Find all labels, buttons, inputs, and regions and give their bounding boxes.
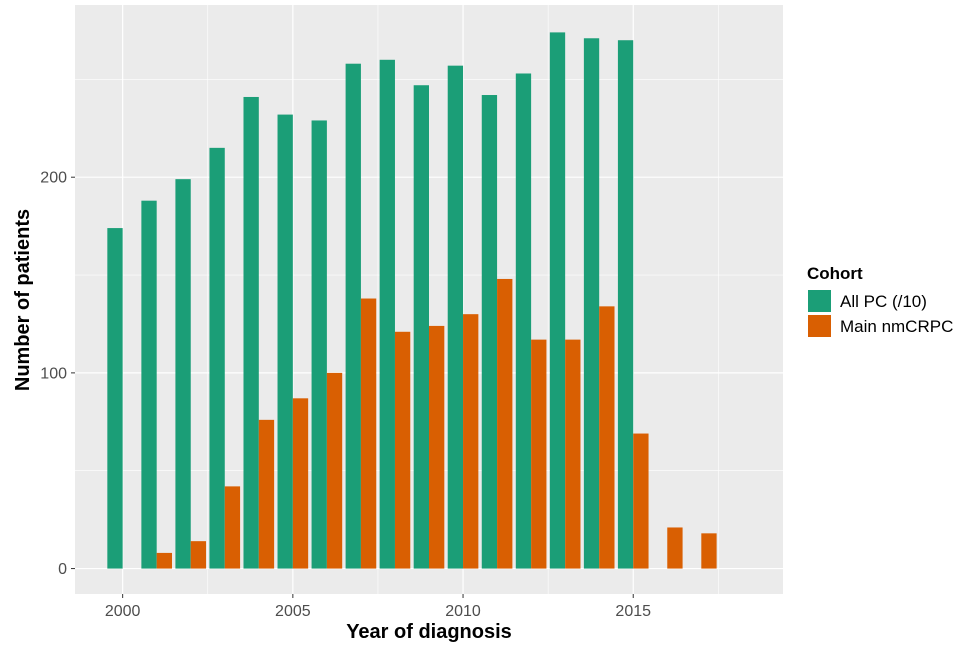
bar-all-pc-2009 bbox=[413, 85, 429, 569]
legend-swatch bbox=[808, 290, 831, 312]
legend: Cohort All PC (/10) Main nmCRPC bbox=[807, 264, 953, 337]
legend-swatch bbox=[808, 315, 831, 337]
bar-all-pc-2012 bbox=[515, 73, 532, 569]
bar-all-pc-2014 bbox=[583, 38, 600, 569]
bar-all-pc-2004 bbox=[243, 96, 259, 569]
x-axis: 2000 2005 2010 2015 bbox=[105, 594, 651, 620]
bar-main-nmcrpc-2001 bbox=[156, 552, 173, 569]
x-tick-label: 2015 bbox=[615, 603, 651, 620]
bar-all-pc-2002 bbox=[175, 179, 191, 569]
bar-all-pc-2011 bbox=[481, 95, 498, 569]
legend-label: All PC (/10) bbox=[840, 292, 927, 311]
bar-main-nmcrpc-2015 bbox=[633, 433, 649, 569]
bar-all-pc-2010 bbox=[447, 65, 464, 569]
bar-main-nmcrpc-2009 bbox=[429, 325, 445, 569]
y-tick-label: 200 bbox=[40, 170, 67, 187]
bar-main-nmcrpc-2008 bbox=[394, 331, 411, 569]
bar-all-pc-2007 bbox=[345, 63, 361, 569]
y-tick-label: 100 bbox=[40, 365, 67, 382]
x-tick-label: 2000 bbox=[105, 603, 141, 620]
bar-main-nmcrpc-2012 bbox=[531, 339, 547, 569]
x-tick-label: 2010 bbox=[445, 603, 481, 620]
bar-main-nmcrpc-2014 bbox=[599, 306, 615, 569]
y-axis: 0 100 200 bbox=[40, 170, 75, 578]
bar-all-pc-2008 bbox=[379, 59, 395, 569]
bars bbox=[107, 32, 717, 569]
x-axis-title: Year of diagnosis bbox=[346, 621, 512, 643]
x-tick-label: 2005 bbox=[275, 603, 311, 620]
bar-main-nmcrpc-2017 bbox=[701, 533, 717, 569]
bar-main-nmcrpc-2007 bbox=[360, 298, 377, 569]
bar-all-pc-2003 bbox=[209, 147, 225, 569]
bar-all-pc-2006 bbox=[311, 120, 327, 569]
bar-all-pc-2001 bbox=[141, 200, 157, 569]
legend-label: Main nmCRPC bbox=[840, 317, 953, 336]
y-tick-label: 0 bbox=[58, 561, 67, 578]
bar-all-pc-2005 bbox=[277, 114, 293, 569]
bar-main-nmcrpc-2011 bbox=[497, 278, 513, 569]
bar-all-pc-2000 bbox=[107, 228, 123, 569]
y-axis-title: Number of patients bbox=[12, 209, 34, 391]
bar-main-nmcrpc-2005 bbox=[292, 398, 309, 569]
bar-main-nmcrpc-2003 bbox=[224, 486, 241, 569]
bar-main-nmcrpc-2006 bbox=[326, 372, 343, 569]
bar-main-nmcrpc-2002 bbox=[190, 541, 207, 569]
bar-all-pc-2015 bbox=[617, 40, 634, 569]
bar-main-nmcrpc-2004 bbox=[258, 419, 275, 569]
bar-main-nmcrpc-2010 bbox=[463, 314, 479, 569]
bar-main-nmcrpc-2013 bbox=[565, 339, 581, 569]
legend-title: Cohort bbox=[807, 264, 863, 283]
bar-main-nmcrpc-2016 bbox=[667, 527, 683, 569]
bar-all-pc-2013 bbox=[549, 32, 566, 569]
